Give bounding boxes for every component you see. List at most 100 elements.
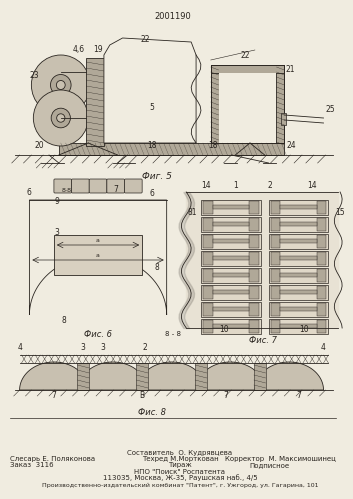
Text: 7: 7 <box>113 185 118 194</box>
Circle shape <box>31 55 90 115</box>
Text: 4: 4 <box>321 343 326 352</box>
Text: 23: 23 <box>30 71 39 80</box>
Bar <box>271 252 280 265</box>
Bar <box>280 205 317 209</box>
Bar <box>269 285 328 300</box>
Text: 6: 6 <box>27 188 32 197</box>
Text: 113035, Москва, Ж-35, Раушская наб., 4/5: 113035, Москва, Ж-35, Раушская наб., 4/5 <box>103 474 257 481</box>
Text: 2: 2 <box>143 343 148 352</box>
Bar <box>213 324 249 328</box>
Bar <box>59 143 284 155</box>
Polygon shape <box>20 362 88 390</box>
Text: 15: 15 <box>335 208 345 217</box>
Text: 3: 3 <box>54 228 59 237</box>
Bar <box>201 302 261 317</box>
Bar <box>249 320 259 333</box>
FancyBboxPatch shape <box>125 179 142 193</box>
Text: 5: 5 <box>150 103 154 112</box>
Text: 18: 18 <box>208 141 217 150</box>
Text: 4,6: 4,6 <box>72 45 84 54</box>
Text: Тираж: Тираж <box>168 462 192 468</box>
Bar <box>213 307 249 311</box>
Bar <box>203 201 213 214</box>
Bar <box>254 363 266 390</box>
Bar <box>269 268 328 283</box>
Bar <box>211 65 219 143</box>
Text: 7: 7 <box>297 391 301 400</box>
Bar <box>201 319 261 334</box>
Text: Фис. 8: Фис. 8 <box>138 408 166 417</box>
Text: 22: 22 <box>140 35 150 44</box>
Text: Фис. 7: Фис. 7 <box>249 336 277 345</box>
Bar <box>219 73 276 143</box>
Text: Фиг. 5: Фиг. 5 <box>142 172 172 181</box>
Bar <box>271 218 280 231</box>
Text: Составитель  О. Кудрявцева: Составитель О. Кудрявцева <box>127 450 233 456</box>
Text: 8 - 8: 8 - 8 <box>164 331 180 337</box>
Circle shape <box>50 74 71 95</box>
Text: Фис. 6: Фис. 6 <box>84 330 112 339</box>
Circle shape <box>51 108 70 128</box>
Text: 81: 81 <box>187 208 197 217</box>
Bar <box>317 218 327 231</box>
Polygon shape <box>255 362 323 390</box>
Bar <box>317 269 327 282</box>
Text: Техред М.Морткован: Техред М.Морткован <box>142 456 218 462</box>
Bar <box>213 273 249 277</box>
Circle shape <box>56 80 65 89</box>
Bar <box>201 217 261 232</box>
Bar <box>203 269 213 282</box>
Text: 7: 7 <box>223 391 228 400</box>
Text: 3: 3 <box>81 343 86 352</box>
Text: 3: 3 <box>101 343 106 352</box>
Text: Производственно-издательский комбинат "Патент", г. Ужгород, ул. Гагарина, 101: Производственно-издательский комбинат "П… <box>42 483 318 488</box>
Circle shape <box>57 114 65 122</box>
Bar <box>271 235 280 248</box>
Bar <box>271 286 280 299</box>
Bar <box>213 256 249 260</box>
Bar <box>317 320 327 333</box>
Bar <box>280 273 317 277</box>
Bar <box>271 269 280 282</box>
Bar <box>269 217 328 232</box>
Bar <box>203 252 213 265</box>
Bar <box>317 235 327 248</box>
Text: a: a <box>96 238 100 243</box>
Bar <box>203 286 213 299</box>
FancyBboxPatch shape <box>89 179 107 193</box>
Text: 8: 8 <box>155 263 159 272</box>
Text: 24: 24 <box>286 141 296 150</box>
Text: 14: 14 <box>201 181 211 190</box>
Bar <box>203 303 213 316</box>
Text: 8: 8 <box>61 316 66 325</box>
Text: 18: 18 <box>147 141 157 150</box>
Text: 14: 14 <box>307 181 317 190</box>
Bar <box>249 235 259 248</box>
Text: 6: 6 <box>150 189 154 198</box>
Text: Слесарь Е. Поляконова: Слесарь Е. Поляконова <box>10 456 96 462</box>
Text: 22: 22 <box>240 51 250 60</box>
Bar <box>269 319 328 334</box>
Polygon shape <box>186 192 338 328</box>
Bar <box>203 320 213 333</box>
Bar <box>249 252 259 265</box>
Bar <box>317 303 327 316</box>
Text: 2001190: 2001190 <box>154 12 191 21</box>
Bar <box>317 286 327 299</box>
Text: 7: 7 <box>52 391 56 400</box>
Text: 4: 4 <box>17 343 22 352</box>
FancyBboxPatch shape <box>54 179 72 193</box>
Text: Корректор  М. Максимошинец: Корректор М. Максимошинец <box>225 456 336 462</box>
Bar <box>201 200 261 215</box>
Bar <box>201 234 261 249</box>
Bar <box>201 285 261 300</box>
Bar <box>280 307 317 311</box>
Bar <box>317 201 327 214</box>
Bar <box>269 302 328 317</box>
Bar <box>281 113 286 125</box>
Text: Подписное: Подписное <box>250 462 290 468</box>
Text: 10: 10 <box>299 325 309 334</box>
Polygon shape <box>196 362 265 390</box>
Text: 25: 25 <box>325 105 335 114</box>
Text: 20: 20 <box>34 141 44 150</box>
